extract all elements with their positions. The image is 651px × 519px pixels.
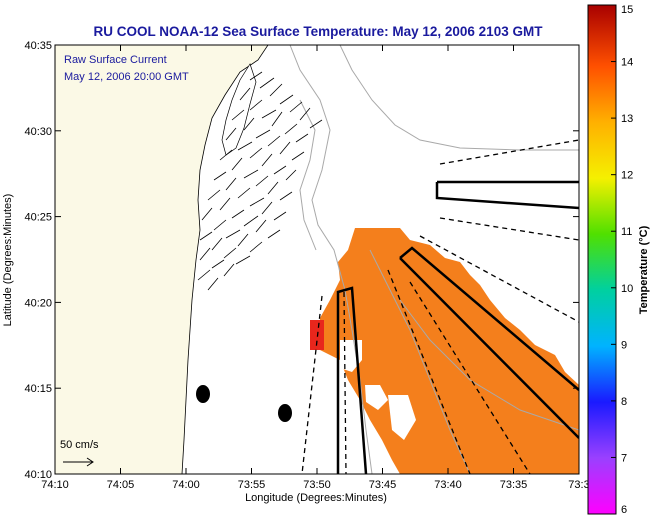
colorbar-tick-label: 14 — [621, 57, 633, 69]
x-tick-label: 73:50 — [303, 479, 331, 491]
y-tick-label: 40:35 — [24, 40, 52, 52]
marker-dot-2 — [278, 404, 292, 422]
current-vectors — [197, 71, 323, 291]
y-tick-label: 40:10 — [24, 469, 52, 481]
sst-cloud-gap-2 — [365, 385, 388, 410]
colorbar-ticks: 15 14 13 12 11 10 9 8 7 6 — [611, 4, 633, 516]
colorbar-tick-label: 6 — [621, 504, 627, 516]
diagonal-box — [399, 246, 579, 439]
scale-arrow — [63, 457, 94, 467]
colorbar-tick-label: 11 — [621, 226, 632, 238]
y-tick-label: 40:25 — [24, 212, 52, 224]
marker-dot-1 — [196, 385, 210, 403]
map-title: RU COOL NOAA-12 Sea Surface Temperature:… — [94, 24, 544, 39]
y-tick-label: 40:15 — [24, 383, 52, 395]
x-tick-label: 73:35 — [500, 479, 528, 491]
sst-orange-patch — [320, 228, 579, 474]
survey-lines — [301, 139, 579, 474]
x-tick-label: 73:3 — [568, 479, 589, 491]
colorbar-tick-label: 9 — [621, 339, 627, 351]
x-tick-label: 74:10 — [41, 479, 69, 491]
x-tick-label: 73:40 — [434, 479, 462, 491]
y-axis-ticks: 40:35 40:30 40:25 40:20 40:15 40:10 — [24, 40, 579, 481]
annotation-line2: May 12, 2006 20:00 GMT — [64, 71, 189, 83]
scale-label: 50 cm/s — [60, 439, 99, 451]
colorbar-tick-label: 7 — [621, 452, 627, 464]
upper-box — [435, 180, 579, 210]
colorbar-tick-label: 10 — [621, 283, 633, 295]
x-tick-label: 74:00 — [172, 479, 200, 491]
y-tick-label: 40:30 — [24, 126, 52, 138]
x-tick-label: 74:05 — [107, 479, 135, 491]
land-mass — [55, 45, 269, 474]
colorbar-tick-label: 12 — [621, 170, 633, 182]
colorbar-tick-label: 13 — [621, 113, 633, 125]
sst-field — [310, 228, 579, 474]
x-tick-label: 73:45 — [369, 479, 397, 491]
colorbar-tick-label: 15 — [621, 4, 633, 16]
dashed-lines — [301, 139, 579, 474]
colorbar-tick-label: 8 — [621, 396, 627, 408]
x-tick-label: 73:55 — [238, 479, 266, 491]
x-axis-label: Longitude (Degrees:Minutes) — [245, 492, 387, 504]
colorbar-label: Temperature (°C) — [638, 225, 650, 314]
sst-cloud-gap-3 — [388, 395, 416, 440]
colorbar — [587, 4, 617, 515]
y-axis-label: Latitude (Degrees:Minutes) — [2, 194, 14, 327]
map-plot-area — [55, 45, 579, 474]
y-tick-label: 40:20 — [24, 297, 52, 309]
annotation-line1: Raw Surface Current — [64, 54, 167, 66]
x-axis-ticks: 74:10 74:05 74:00 73:55 73:50 73:45 73:40 73:35… — [41, 45, 590, 491]
vertical-box — [336, 286, 368, 474]
